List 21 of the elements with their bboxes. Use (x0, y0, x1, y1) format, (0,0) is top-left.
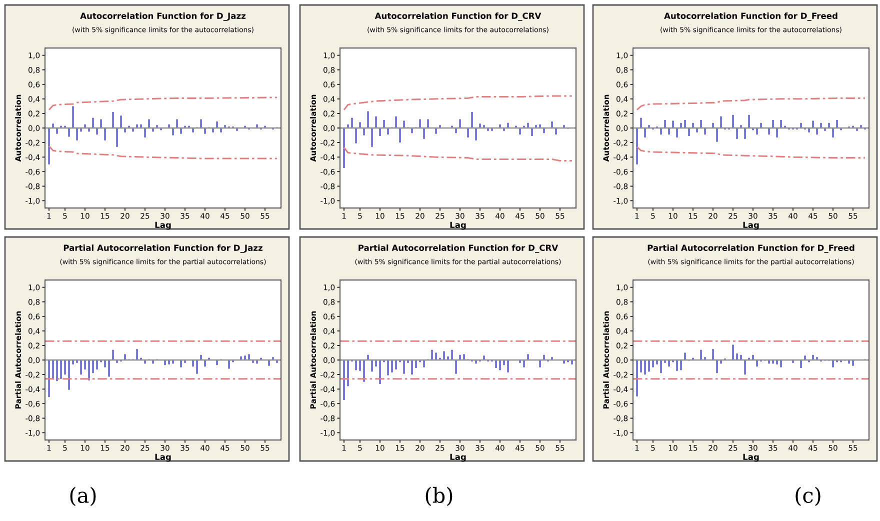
chart-title: Autocorrelation Function for D_Jazz (80, 12, 246, 21)
x-axis-title: Lag (743, 222, 759, 230)
x-axis-title: Lag (155, 222, 171, 230)
x-axis-title: Lag (743, 454, 759, 462)
line-series (343, 95, 573, 111)
chart-title: Partial Autocorrelation Function for D_Freed (648, 244, 854, 253)
text: (a) (70, 486, 96, 506)
chart-title: Autocorrelation Function for D_CRV (374, 12, 542, 21)
x-axis-title: Lag (450, 222, 466, 230)
x-axis-title: Lag (155, 454, 171, 462)
line-series (48, 96, 278, 111)
line-series (636, 97, 866, 111)
text: (b) (426, 486, 452, 506)
chart-title: Autocorrelation Function for D_Freed (664, 12, 838, 21)
text: (c) (796, 486, 820, 506)
line-series (343, 146, 573, 162)
chart-title: Partial Autocorrelation Function for D_CRV (358, 244, 558, 253)
line-series (48, 145, 278, 160)
x-axis-title: Lag (450, 454, 466, 462)
line-series (636, 146, 866, 159)
chart-title: Partial Autocorrelation Function for D_Jazz (64, 244, 262, 253)
